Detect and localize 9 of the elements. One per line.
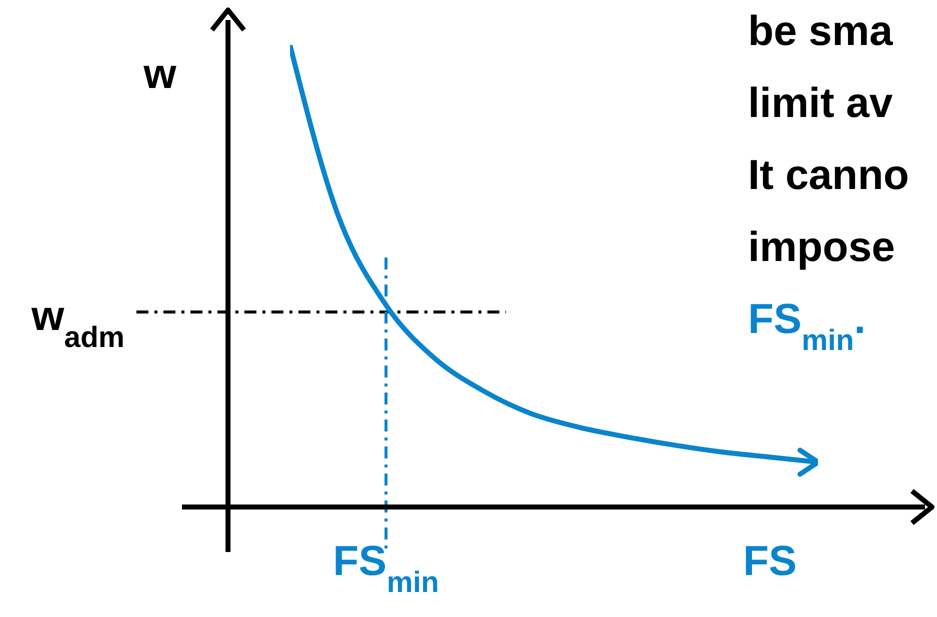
- annotation: FS$_{min}$.: [748, 295, 866, 356]
- y-axis-title: w: [142, 50, 177, 97]
- annotation: It canno: [748, 151, 910, 198]
- annotation: be sma: [748, 7, 894, 54]
- annotation: impose: [748, 223, 896, 270]
- annotation: limit av: [748, 79, 894, 126]
- x-tick-label: FS$_{min}$: [333, 537, 439, 598]
- x-tick-label: FS: [743, 537, 797, 584]
- ref-line-label: w$_{adm}$: [30, 292, 125, 354]
